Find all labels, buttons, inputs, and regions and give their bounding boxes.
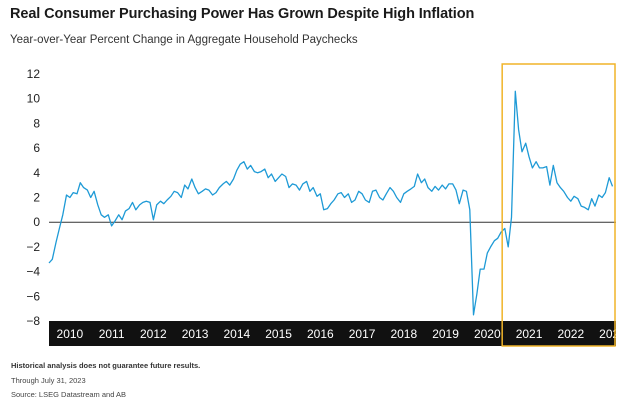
- x-tick-label: 2019: [432, 327, 459, 341]
- y-tick-label: 10: [27, 92, 41, 106]
- x-tick-label: 2021: [516, 327, 543, 341]
- x-tick-label: 2011: [99, 327, 125, 341]
- x-tick-label: 2023: [599, 327, 626, 341]
- x-axis-band: [49, 321, 616, 346]
- chart-subtitle: Year-over-Year Percent Change in Aggrega…: [10, 34, 358, 46]
- y-tick-label: −2: [26, 240, 40, 254]
- through-date-note: Through July 31, 2023: [11, 376, 86, 385]
- x-tick-label: 2014: [223, 327, 250, 341]
- y-tick-label: 8: [33, 116, 40, 130]
- x-tick-label: 2010: [57, 327, 84, 341]
- highlight-box: [501, 63, 616, 347]
- disclaimer-note: Historical analysis does not guarantee f…: [11, 361, 201, 370]
- y-tick-label: 0: [33, 215, 40, 229]
- x-tick-label: 2022: [557, 327, 584, 341]
- source-note: Source: LSEG Datastream and AB: [11, 390, 127, 399]
- y-tick-label: −4: [26, 265, 40, 279]
- series-line: [48, 90, 614, 316]
- x-tick-label: 2016: [307, 327, 334, 341]
- y-tick-label: 12: [27, 67, 41, 81]
- x-tick-label: 2012: [140, 327, 167, 341]
- y-tick-label: −6: [26, 289, 40, 303]
- chart-title: Real Consumer Purchasing Power Has Grown…: [10, 6, 475, 22]
- x-tick-label: 2020: [474, 327, 501, 341]
- y-tick-label: 4: [33, 166, 40, 180]
- x-tick-label: 2013: [182, 327, 209, 341]
- y-tick-label: 6: [33, 141, 40, 155]
- x-tick-label: 2017: [349, 327, 376, 341]
- y-tick-label: −8: [26, 314, 40, 328]
- x-tick-label: 2015: [265, 327, 292, 341]
- y-tick-label: 2: [33, 191, 40, 205]
- x-tick-label: 2018: [390, 327, 417, 341]
